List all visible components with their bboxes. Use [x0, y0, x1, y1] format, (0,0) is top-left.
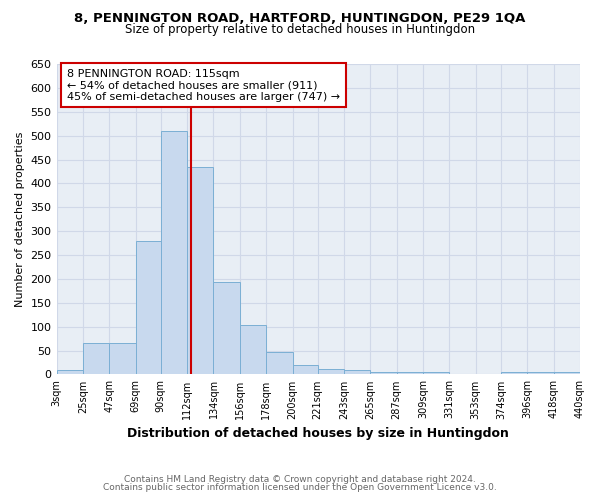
Bar [240, 325, 266, 374]
Bar [554, 372, 580, 374]
Y-axis label: Number of detached properties: Number of detached properties [15, 132, 25, 307]
Bar [56, 370, 83, 374]
Text: 8, PENNINGTON ROAD, HARTFORD, HUNTINGDON, PE29 1QA: 8, PENNINGTON ROAD, HARTFORD, HUNTINGDON… [74, 12, 526, 26]
X-axis label: Distribution of detached houses by size in Huntingdon: Distribution of detached houses by size … [127, 427, 509, 440]
Bar [423, 372, 449, 374]
Text: 8 PENNINGTON ROAD: 115sqm
← 54% of detached houses are smaller (911)
45% of semi: 8 PENNINGTON ROAD: 115sqm ← 54% of detac… [67, 68, 340, 102]
Bar [317, 368, 344, 374]
Text: Size of property relative to detached houses in Huntingdon: Size of property relative to detached ho… [125, 22, 475, 36]
Bar [161, 131, 187, 374]
Bar [136, 240, 161, 374]
Bar [397, 372, 423, 374]
Bar [370, 372, 397, 374]
Bar [293, 366, 317, 374]
Bar [501, 372, 527, 374]
Bar [527, 372, 554, 374]
Bar [187, 166, 214, 374]
Text: Contains public sector information licensed under the Open Government Licence v3: Contains public sector information licen… [103, 484, 497, 492]
Bar [266, 352, 293, 374]
Bar [83, 344, 109, 374]
Bar [109, 344, 136, 374]
Bar [344, 370, 370, 374]
Bar [214, 282, 240, 374]
Text: Contains HM Land Registry data © Crown copyright and database right 2024.: Contains HM Land Registry data © Crown c… [124, 475, 476, 484]
